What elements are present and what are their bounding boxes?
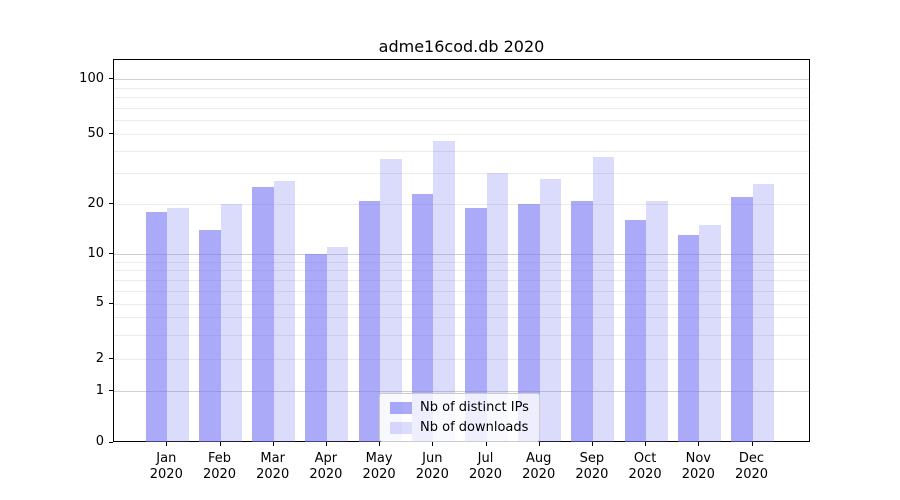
bar-ips-mar bbox=[252, 187, 274, 443]
y-tick-mark-1 bbox=[109, 390, 113, 391]
legend-label-downloads: Nb of downloads bbox=[420, 420, 529, 435]
legend-swatch-distinct-ips bbox=[390, 401, 412, 414]
y-tick-label-20: 20 bbox=[87, 195, 104, 211]
y-tick-label-100: 100 bbox=[79, 70, 104, 86]
y-tick-label-2: 2 bbox=[95, 350, 104, 366]
y-tick-mark-10 bbox=[109, 253, 113, 255]
legend-label-distinct-ips: Nb of distinct IPs bbox=[420, 400, 529, 415]
gridline-minor-3 bbox=[114, 334, 809, 336]
bar-ips-apr bbox=[305, 254, 327, 443]
bar-downloads-mar bbox=[273, 181, 296, 443]
gridline-minor-2 bbox=[114, 359, 809, 361]
bar-ips-may bbox=[358, 200, 381, 443]
bar-downloads-may bbox=[380, 159, 402, 443]
gridline-minor-50 bbox=[114, 134, 809, 136]
x-tick-label-dec: Dec 2020 bbox=[734, 450, 769, 482]
gridline-minor-8 bbox=[114, 270, 809, 272]
gridline-minor-70 bbox=[114, 107, 809, 109]
x-tick-mark-jan bbox=[166, 441, 168, 446]
bar-downloads-nov bbox=[699, 225, 721, 443]
x-tick-label-nov: Nov 2020 bbox=[681, 450, 715, 482]
y-tick-label-10: 10 bbox=[87, 245, 104, 261]
bar-downloads-dec bbox=[752, 184, 774, 443]
legend-row-downloads: Nb of downloads bbox=[390, 420, 529, 435]
x-tick-mark-apr bbox=[325, 441, 327, 446]
y-tick-label-50: 50 bbox=[87, 125, 104, 141]
x-tick-mark-dec bbox=[751, 441, 753, 446]
bar-downloads-feb bbox=[220, 204, 242, 443]
y-tick-mark-2 bbox=[109, 358, 113, 360]
y-tick-mark-50 bbox=[109, 133, 113, 135]
gridline-minor-20 bbox=[114, 204, 809, 206]
gridline-minor-80 bbox=[114, 97, 809, 98]
bar-downloads-apr bbox=[326, 247, 349, 443]
x-tick-label-jul: Jul 2020 bbox=[468, 450, 503, 482]
x-tick-label-mar: Mar 2020 bbox=[256, 450, 290, 482]
gridline-minor-6 bbox=[114, 290, 809, 292]
y-tick-label-1: 1 bbox=[95, 382, 104, 398]
x-tick-label-jan: Jan 2020 bbox=[149, 450, 183, 482]
legend: Nb of distinct IPs Nb of downloads bbox=[379, 393, 540, 442]
chart-title: adme16cod.db 2020 bbox=[378, 37, 545, 56]
x-tick-label-aug: Aug 2020 bbox=[522, 450, 556, 482]
x-tick-label-sep: Sep 2020 bbox=[575, 450, 609, 482]
bar-downloads-oct bbox=[646, 200, 668, 443]
y-tick-mark-20 bbox=[109, 203, 113, 205]
y-tick-label-5: 5 bbox=[95, 295, 104, 311]
y-tick-mark-5 bbox=[109, 302, 113, 304]
y-tick-mark-100 bbox=[109, 78, 113, 80]
gridline-minor-9 bbox=[114, 261, 809, 263]
bar-ips-jun bbox=[411, 193, 434, 443]
x-tick-mark-feb bbox=[219, 441, 221, 446]
bar-downloads-jul bbox=[486, 173, 508, 443]
x-tick-label-may: May 2020 bbox=[362, 450, 396, 482]
x-tick-label-feb: Feb 2020 bbox=[202, 450, 237, 482]
gridline-major-1 bbox=[114, 391, 809, 392]
gridline-minor-30 bbox=[114, 173, 809, 175]
y-tick-mark-0 bbox=[109, 441, 113, 443]
x-tick-mark-nov bbox=[698, 441, 700, 446]
bar-ips-oct bbox=[624, 220, 647, 443]
bar-ips-jan bbox=[145, 211, 168, 443]
y-tick-label-0: 0 bbox=[95, 434, 104, 449]
bar-ips-aug bbox=[518, 204, 540, 443]
gridline-major-100 bbox=[114, 79, 809, 81]
gridline-minor-90 bbox=[114, 87, 809, 89]
legend-row-distinct-ips: Nb of distinct IPs bbox=[390, 400, 529, 415]
gridline-minor-60 bbox=[114, 119, 809, 121]
x-tick-mark-oct bbox=[645, 441, 647, 446]
bar-downloads-jan bbox=[167, 208, 189, 443]
gridline-minor-40 bbox=[114, 151, 809, 153]
bar-downloads-sep bbox=[592, 157, 615, 443]
bar-downloads-aug bbox=[539, 178, 562, 443]
plot-area bbox=[113, 59, 810, 443]
gridline-minor-4 bbox=[114, 317, 809, 319]
x-tick-mark-mar bbox=[272, 441, 274, 446]
x-tick-label-jun: Jun 2020 bbox=[415, 450, 449, 482]
gridline-major-10 bbox=[114, 254, 809, 256]
x-tick-mark-jun bbox=[432, 441, 434, 446]
x-tick-mark-jul bbox=[485, 441, 487, 446]
bar-ips-jul bbox=[465, 208, 487, 443]
x-tick-mark-may bbox=[379, 441, 381, 446]
bar-ips-dec bbox=[731, 197, 753, 443]
x-tick-mark-aug bbox=[538, 441, 540, 446]
bar-ips-sep bbox=[571, 200, 593, 443]
bar-downloads-jun bbox=[433, 140, 455, 443]
bar-ips-nov bbox=[677, 235, 700, 443]
gridline-minor-7 bbox=[114, 279, 809, 281]
x-tick-label-apr: Apr 2020 bbox=[309, 450, 343, 482]
gridline-minor-5 bbox=[114, 303, 809, 305]
legend-swatch-downloads bbox=[390, 421, 412, 434]
bar-ips-feb bbox=[199, 230, 221, 443]
x-tick-label-oct: Oct 2020 bbox=[628, 450, 662, 482]
x-tick-mark-sep bbox=[591, 441, 593, 446]
